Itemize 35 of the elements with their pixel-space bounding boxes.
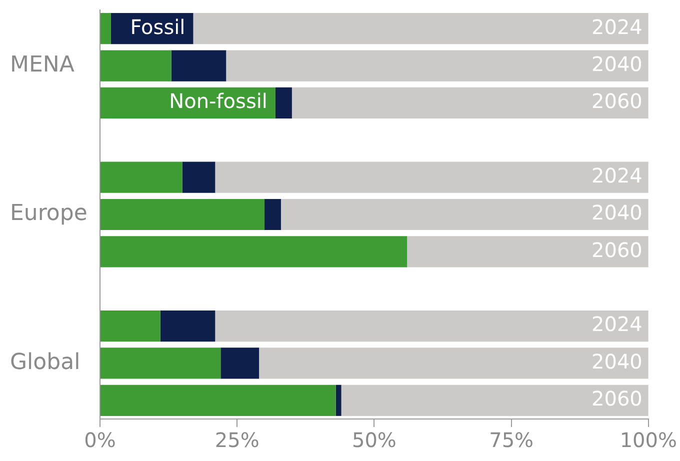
bar	[160, 310, 216, 342]
bar	[193, 13, 648, 44]
bar	[220, 348, 260, 379]
bar	[215, 162, 648, 193]
bar	[336, 384, 342, 416]
text: MENA	[10, 52, 74, 78]
bar	[100, 198, 265, 230]
bar	[341, 384, 648, 416]
x-tick-label: 75%	[489, 428, 534, 452]
bar	[280, 198, 648, 230]
bar	[100, 384, 336, 416]
x-tick-label: 0%	[84, 428, 116, 452]
text: Global	[10, 350, 80, 375]
bar	[292, 87, 648, 118]
x-tick-label: 50%	[352, 428, 396, 452]
bar	[259, 348, 648, 379]
text: Europe	[10, 201, 88, 226]
x-tick-label: 25%	[214, 428, 260, 452]
bar	[100, 13, 111, 44]
bar	[100, 348, 221, 379]
bar	[100, 236, 408, 268]
bar	[100, 162, 182, 193]
bar	[100, 50, 172, 82]
bar	[275, 87, 292, 118]
bar	[100, 87, 276, 118]
bar	[100, 310, 160, 342]
bar	[171, 50, 226, 82]
bar	[407, 236, 648, 268]
bar	[182, 162, 216, 193]
bar	[215, 310, 648, 342]
bar	[264, 198, 281, 230]
series-label: Fossil	[130, 14, 186, 39]
bar	[226, 50, 648, 82]
x-tick-label: 100%	[620, 428, 678, 452]
series-label: Non-fossil	[169, 89, 268, 114]
